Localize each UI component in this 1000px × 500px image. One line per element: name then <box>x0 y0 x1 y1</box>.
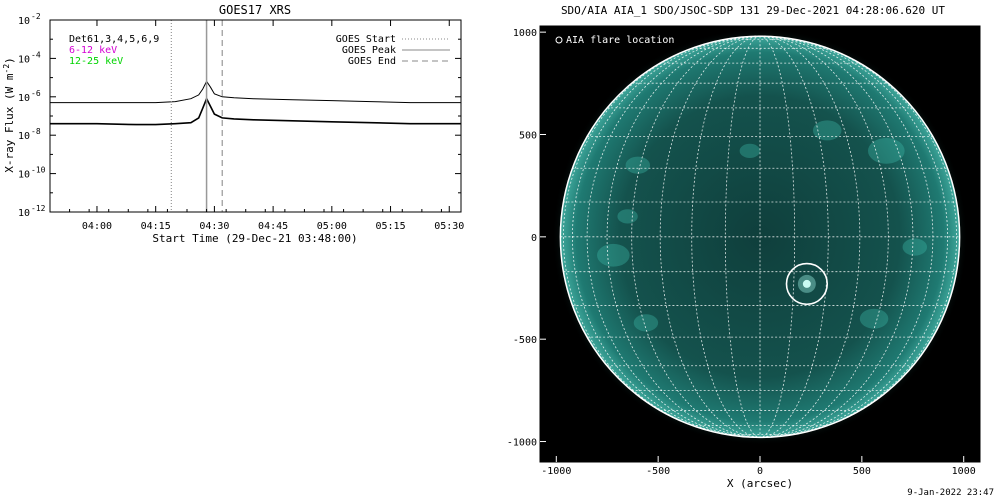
goes-ytick-label-5: 10 <box>18 208 30 219</box>
goes-xtick-label-4: 05:00 <box>317 221 347 232</box>
aia-ytick-label-2: 0 <box>531 233 537 244</box>
goes-xlabel: Start Time (29-Dec-21 03:48:00) <box>152 232 357 245</box>
goes-ytick-exp-3: -8 <box>31 127 41 136</box>
longitude-line <box>586 35 761 438</box>
aia-legend-marker <box>555 36 563 44</box>
goes-right-legend: GOES Start GOES Peak GOES End <box>336 34 450 67</box>
goes-left-legend: Det61,3,4,5,6,9 6-12 keV 12-25 keV <box>69 34 159 67</box>
legend-goes-end: GOES End <box>348 56 396 67</box>
legend-goes-peak: GOES Peak <box>342 45 396 56</box>
aia-ytick-label-4: -1000 <box>507 438 537 449</box>
longitude-line <box>759 35 934 438</box>
goes-ytick-exp-1: -4 <box>31 50 41 59</box>
active-region <box>633 314 659 332</box>
goes-ytick-label-2: 10 <box>18 93 30 104</box>
aia-xtick-label-0: -1000 <box>541 466 571 477</box>
longitude-line <box>606 35 761 438</box>
longitude-line <box>572 35 761 438</box>
goes-xtick-label-6: 05:30 <box>434 221 464 232</box>
aia-ytick-label-0: 1000 <box>513 28 537 39</box>
active-region <box>617 209 638 224</box>
longitude-line <box>759 35 889 438</box>
goes-ytick-label-3: 10 <box>18 131 30 142</box>
aia-xtick-label-1: -500 <box>646 466 670 477</box>
aia-xtick-label-3: 500 <box>853 466 871 477</box>
aia-solar-image <box>552 28 968 446</box>
longitude-line <box>759 35 948 438</box>
aia-xlabel: X (arcsec) <box>727 477 793 490</box>
flare-location-circle <box>785 262 829 306</box>
goes-series-1 <box>50 96 461 126</box>
longitude-line <box>759 35 914 438</box>
goes-plot-area <box>50 20 461 212</box>
active-region <box>812 120 842 141</box>
aia-legend: AIA flare location <box>555 35 674 46</box>
longitude-line <box>563 35 761 438</box>
aia-chart-title: SDO/AIA AIA_1 SDO/JSOC-SDP 131 29-Dec-20… <box>561 4 945 17</box>
goes-ytick-exp-5: -12 <box>31 204 46 213</box>
goes-xtick-label-0: 04:00 <box>82 221 112 232</box>
active-region <box>597 243 630 267</box>
longitude-line <box>759 35 796 438</box>
goes-ytick-label-1: 10 <box>18 54 30 65</box>
flare-core <box>802 279 811 288</box>
aia-ytick-label-1: 500 <box>519 130 537 141</box>
goes-xtick-label-3: 04:45 <box>258 221 288 232</box>
goes-xtick-label-5: 05:15 <box>375 221 405 232</box>
goes-ytick-exp-0: -2 <box>31 12 41 21</box>
longitude-line <box>759 35 861 438</box>
aia-xtick-label-4: 1000 <box>952 466 976 477</box>
footer-timestamp: 9-Jan-2022 23:47 <box>907 488 994 498</box>
legend-6-12kev: 6-12 keV <box>69 45 117 56</box>
aia-legend-label: AIA flare location <box>566 35 674 46</box>
active-region <box>867 138 905 164</box>
goes-xtick-label-2: 04:30 <box>199 221 229 232</box>
goes-ytick-label-0: 10 <box>18 16 30 27</box>
active-region <box>739 143 760 158</box>
goes-ylabel: X-ray Flux (W m-2) <box>2 57 16 173</box>
aia-ytick-label-3: -500 <box>513 335 537 346</box>
longitude-line <box>659 35 761 438</box>
aia-axes: -1000 -500 0 500 1000 1000 500 0 -500 -1000 <box>507 25 981 477</box>
goes-ytick-exp-2: -6 <box>31 89 41 98</box>
goes-xtick-label-1: 04:15 <box>141 221 171 232</box>
longitude-line <box>759 35 957 438</box>
longitude-line <box>759 35 829 438</box>
solar-limb <box>559 35 961 439</box>
flare-glow <box>797 274 816 293</box>
active-region <box>859 308 889 329</box>
goes-ytick-exp-4: -10 <box>31 166 46 175</box>
active-region <box>902 238 928 256</box>
active-region <box>625 156 650 174</box>
goes-series-0 <box>50 80 461 104</box>
goes-chart-title: GOES17 XRS <box>219 3 291 17</box>
legend-12-25kev: 12-25 keV <box>69 56 123 67</box>
legend-goes-start: GOES Start <box>336 34 396 45</box>
longitude-line <box>631 35 761 438</box>
goes-ytick-label-4: 10 <box>18 170 30 181</box>
longitude-line <box>724 35 761 438</box>
goes-detectors-label: Det61,3,4,5,6,9 <box>69 34 159 45</box>
aia-xtick-label-2: 0 <box>757 466 763 477</box>
longitude-line <box>691 35 761 438</box>
